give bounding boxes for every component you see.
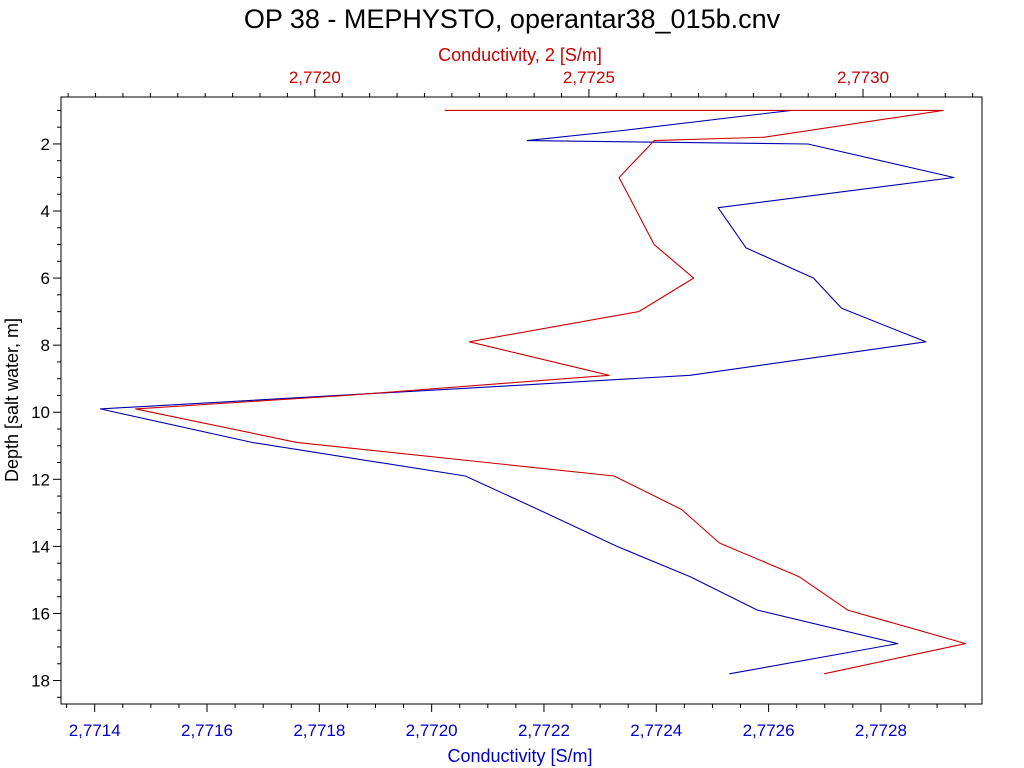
y-axis-label: Depth [salt water, m] <box>2 318 22 482</box>
y-tick-label: 2 <box>41 135 50 154</box>
bottom-x-tick-label: 2,7714 <box>69 721 121 740</box>
bottom-x-tick-label: 2,7726 <box>743 721 795 740</box>
bottom-x-tick-label: 2,7728 <box>855 721 907 740</box>
top-x-tick-label: 2,7720 <box>289 68 341 87</box>
y-tick-label: 10 <box>31 403 50 422</box>
y-tick-label: 6 <box>41 269 50 288</box>
y-tick-label: 14 <box>31 537 50 556</box>
y-tick-label: 12 <box>31 470 50 489</box>
y-tick-label: 8 <box>41 336 50 355</box>
y-tick-label: 18 <box>31 672 50 691</box>
bottom-x-tick-label: 2,7716 <box>181 721 233 740</box>
top-x-tick-label: 2,7730 <box>837 68 889 87</box>
y-tick-label: 16 <box>31 604 50 623</box>
plot-frame <box>60 96 983 705</box>
top-x-tick-label: 2,7725 <box>563 68 615 87</box>
chart-title: OP 38 - MEPHYSTO, operantar38_015b.cnv <box>244 4 781 34</box>
bottom-axis-conductivity-line <box>99 109 955 675</box>
y-tick-label: 4 <box>41 202 50 221</box>
series-layer <box>99 109 967 675</box>
bottom-x-tick-label: 2,7724 <box>630 721 682 740</box>
top-x-axis-label: Conductivity, 2 [S/m] <box>438 45 602 65</box>
top-axis-conductivity-line <box>135 109 967 675</box>
axis-ticks: 2 4 6 8 10 12 14 16 18 2,7714 2,7716 2,7718 2,7720 2,… <box>31 68 974 740</box>
bottom-x-tick-label: 2,7720 <box>406 721 458 740</box>
bottom-x-tick-label: 2,7718 <box>293 721 345 740</box>
bottom-x-tick-label: 2,7722 <box>518 721 570 740</box>
bottom-x-axis-label: Conductivity [S/m] <box>447 746 592 766</box>
